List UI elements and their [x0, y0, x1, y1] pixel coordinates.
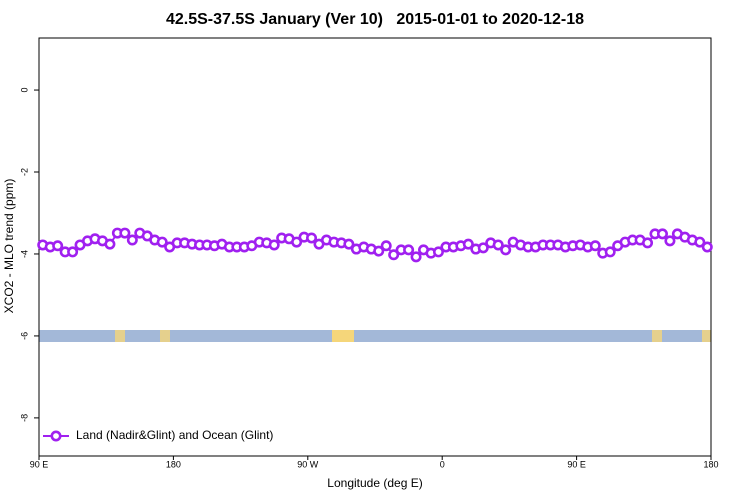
data-point: [52, 240, 64, 252]
data-point: [432, 246, 444, 258]
land-patch: [332, 330, 354, 342]
data-point: [104, 238, 116, 250]
x-tick-label: 0: [440, 459, 445, 469]
data-point: [403, 244, 415, 256]
x-tick-label: 90 E: [567, 459, 586, 469]
data-point: [388, 249, 400, 261]
data-point: [656, 228, 668, 240]
data-point: [477, 242, 489, 254]
y-tick-label: 0: [19, 88, 29, 93]
legend-marker: [50, 430, 62, 442]
data-point: [373, 245, 385, 257]
data-point: [119, 227, 131, 239]
data-point: [126, 234, 138, 246]
x-tick-label: 90 W: [297, 459, 319, 469]
land-patch: [160, 330, 170, 342]
x-tick-label: 180: [166, 459, 181, 469]
y-tick-label: -8: [19, 414, 29, 422]
data-point: [589, 240, 601, 252]
legend-label: Land (Nadir&Glint) and Ocean (Glint): [76, 428, 273, 442]
data-point: [500, 244, 512, 256]
chart-title: 42.5S-37.5S January (Ver 10) 2015-01-01 …: [166, 11, 584, 28]
data-point: [694, 236, 706, 248]
data-point: [664, 235, 676, 247]
data-point: [462, 238, 474, 250]
data-point: [642, 237, 654, 249]
data-point: [67, 246, 79, 258]
land-patch: [652, 330, 662, 342]
surface-band: [39, 330, 711, 342]
ocean-band: [39, 330, 711, 342]
y-axis-label: XCO2 - MLO trend (ppm): [2, 179, 16, 314]
x-tick-label: 180: [703, 459, 718, 469]
data-point: [492, 239, 504, 251]
data-point: [604, 246, 616, 258]
data-point: [156, 236, 168, 248]
data-point: [701, 241, 713, 253]
y-tick-label: -6: [19, 332, 29, 340]
data-point: [306, 232, 318, 244]
y-tick-label: -2: [19, 168, 29, 176]
data-point: [291, 236, 303, 248]
data-point: [380, 240, 392, 252]
x-tick-label: 90 E: [30, 459, 49, 469]
y-tick-label: -4: [19, 250, 29, 258]
x-axis-label: Longitude (deg E): [327, 476, 422, 490]
data-point: [268, 239, 280, 251]
data-point: [410, 251, 422, 263]
land-patch: [702, 330, 711, 342]
land-patch: [115, 330, 125, 342]
data-point: [343, 238, 355, 250]
